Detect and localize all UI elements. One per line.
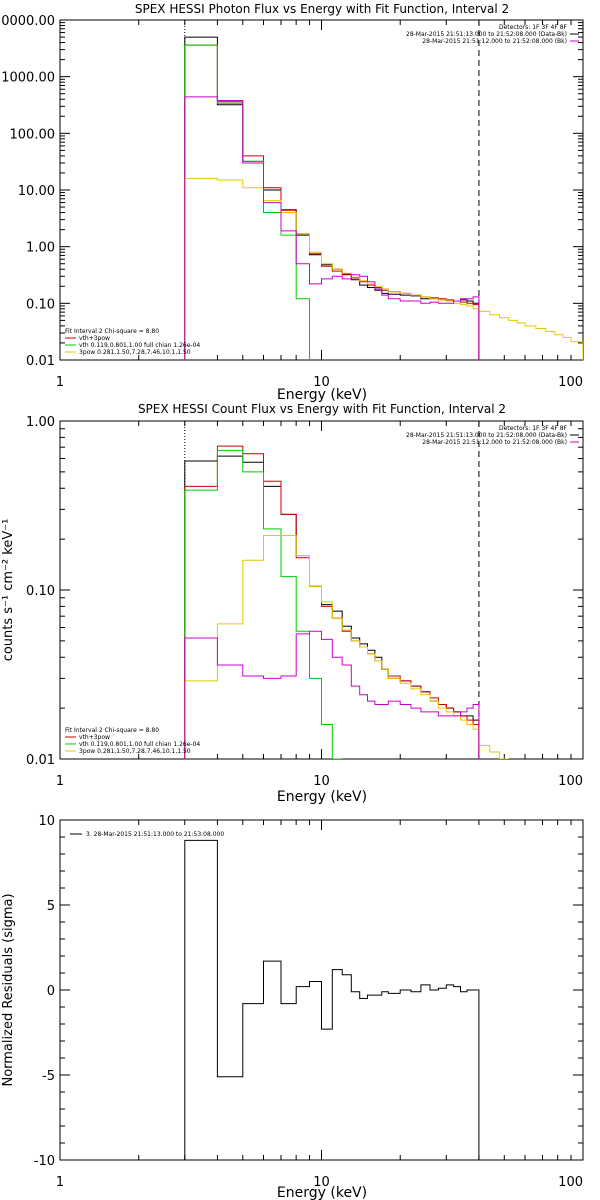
legend-bottom-left-entry: vth+3pow [79, 734, 110, 741]
count-flux-y-axis-label: counts s⁻¹ cm⁻² keV⁻¹ [1, 519, 16, 662]
y-tick-label: 0.01 [26, 753, 55, 768]
photon-flux-panel: SPEX HESSI Photon Flux vs Energy with Fi… [1, 2, 584, 403]
x-tick-label: 100 [558, 1175, 583, 1190]
y-tick-label: 0.10 [26, 584, 55, 599]
legend-bottom-left-entry: 3pow 0.281,1.50,7.28,7.46,10.1,1.50 [79, 349, 191, 356]
y-tick-label: 0.10 [26, 297, 55, 312]
residuals-x-axis-label: Energy (keV) [277, 1185, 367, 1200]
series-histogram-0 [184, 36, 480, 360]
series-histogram-0 [184, 839, 480, 1160]
series-histogram-3 [184, 177, 583, 360]
y-tick-label: 1.00 [26, 415, 55, 430]
series-histogram-2 [184, 44, 310, 360]
series-histogram-1 [184, 44, 480, 360]
y-tick-label: 1.00 [26, 241, 55, 256]
series-histogram-4 [184, 96, 480, 360]
x-tick-label: 1 [56, 1175, 64, 1190]
y-tick-label: 0.01 [26, 354, 55, 369]
legend-bottom-left-entry: 3pow 0.281,1.50,7.28,7.46,10.1,1.50 [79, 748, 191, 755]
plot-frame [59, 19, 584, 361]
count-flux-title: SPEX HESSI Count Flux vs Energy with Fit… [138, 402, 506, 416]
x-tick-label: 100 [558, 375, 583, 390]
x-tick-label: 10 [313, 774, 330, 789]
y-tick-label: 100.00 [10, 127, 56, 142]
series-histogram-4 [184, 630, 480, 759]
count-flux-panel: SPEX HESSI Count Flux vs Energy with Fit… [1, 402, 584, 805]
count-flux-x-axis-label: Energy (keV) [277, 789, 367, 805]
y-tick-label: 1000.00 [1, 71, 55, 86]
y-tick-label: 10.00 [18, 184, 55, 199]
legend-top-right-entry: Detectors: 1F 3F 4F 8F [499, 24, 568, 31]
legend-fit-info: Fit Interval 2 Chi-square = 8.80 [65, 328, 159, 335]
series-histogram-2 [184, 449, 343, 759]
y-tick-label: -5 [42, 1069, 55, 1084]
x-tick-label: 10 [313, 1175, 330, 1190]
residuals-y-axis-label: Normalized Residuals (sigma) [1, 893, 16, 1086]
residuals-panel: Energy (keV) Normalized Residuals (sigma… [1, 814, 584, 1200]
y-tick-label: -10 [34, 1154, 55, 1169]
x-tick-label: 1 [56, 774, 64, 789]
x-tick-label: 1 [56, 375, 64, 390]
y-tick-label: 5 [47, 899, 55, 914]
legend-top-right-entry: Detectors: 1F 3F 4F 8F [499, 425, 568, 432]
legend-bottom-left-entry: vth 0.119,0.801,1.00 full chian 1.26e-04 [79, 342, 200, 349]
x-tick-label: 100 [558, 774, 583, 789]
series-histogram-3 [184, 535, 509, 759]
legend-bottom-left-entry: vth+3pow [79, 335, 110, 342]
y-tick-label: 10 [38, 814, 55, 829]
y-tick-label: 0000.00 [1, 14, 55, 29]
y-tick-label: 0 [47, 984, 55, 999]
x-tick-label: 10 [313, 375, 330, 390]
photon-flux-title: SPEX HESSI Photon Flux vs Energy with Fi… [135, 2, 509, 16]
legend-bottom-left-entry: vth 0.119,0.801,1.00 full chian 1.26e-04 [79, 741, 200, 748]
legend-top-right-entry: 28-Mar-2015 21:51:12.000 to 21:52:08.000… [422, 439, 567, 446]
legend-top-right-entry: 28-Mar-2015 21:51:13.000 to 21:52:08.000… [406, 432, 567, 439]
photon-flux-x-axis-label: Energy (keV) [277, 387, 367, 403]
legend-top-right-entry: 28-Mar-2015 21:51:13.000 to 21:52:08.000… [406, 31, 567, 38]
legend-fit-info: Fit Interval 2 Chi-square = 8.80 [65, 727, 159, 734]
legend-top-left-entry: 3. 28-Mar-2015 21:51:13.000 to 21:53:08.… [86, 831, 224, 838]
legend-top-right-entry: 28-Mar-2015 21:51:12.000 to 21:52:08.000… [422, 38, 567, 45]
